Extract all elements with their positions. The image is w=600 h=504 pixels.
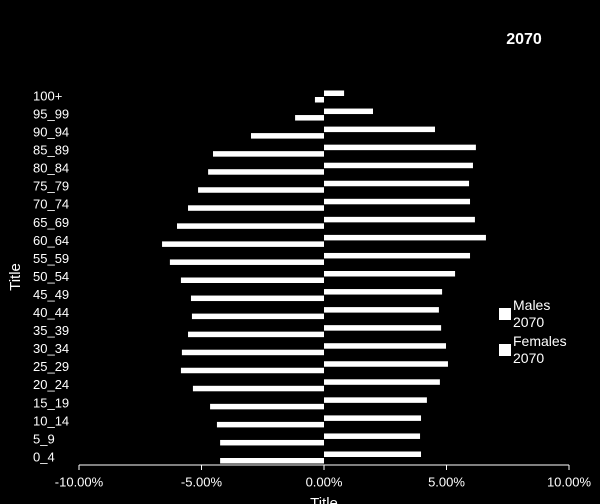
legend-item: Males 2070 (499, 296, 579, 332)
bar (208, 169, 324, 175)
bar (324, 397, 427, 403)
y-tick-label: 45_49 (33, 287, 69, 302)
legend-label: Males 2070 (513, 297, 551, 330)
bar (324, 252, 471, 259)
y-tick-label: 25_29 (33, 359, 69, 374)
bar (162, 241, 324, 247)
bar (213, 151, 324, 157)
y-tick-label: 50_54 (33, 269, 69, 284)
x-tick-label: -5.00% (181, 474, 223, 489)
bar (324, 451, 422, 457)
y-tick-label: 70_74 (33, 197, 69, 212)
bar (324, 379, 440, 385)
y-tick-label: 85_89 (33, 143, 69, 158)
bar (324, 325, 442, 331)
bar (324, 289, 443, 295)
bar (191, 313, 324, 320)
bar (324, 198, 471, 205)
bar (324, 234, 486, 241)
bar (220, 458, 324, 464)
bar (324, 361, 448, 367)
legend-label: Females 2070 (513, 333, 567, 366)
x-tick-label: 5.00% (428, 474, 465, 489)
y-tick-label: 5_9 (33, 431, 55, 446)
x-axis-label: Title (310, 495, 338, 504)
bar (180, 277, 324, 283)
y-tick-label: 90_94 (33, 125, 69, 140)
bar (324, 162, 473, 169)
bar (324, 271, 456, 277)
y-tick-label: 0_4 (33, 449, 55, 464)
y-tick-label: 35_39 (33, 323, 69, 338)
bar (216, 421, 324, 428)
bar (324, 216, 475, 223)
bar (181, 349, 324, 356)
y-tick-label: 60_64 (33, 233, 69, 248)
y-tick-label: 30_34 (33, 341, 69, 356)
y-tick-label: 75_79 (33, 179, 69, 194)
bar (220, 439, 324, 446)
x-tick-label: -10.00% (55, 474, 104, 489)
bar (169, 259, 324, 265)
bar (314, 97, 324, 103)
legend-swatch (499, 308, 511, 320)
y-tick-label: 55_59 (33, 251, 69, 266)
y-tick-label: 40_44 (33, 305, 69, 320)
y-axis-label: Title (7, 263, 24, 291)
bar (188, 205, 324, 211)
chart-title: 2070 (506, 31, 542, 48)
y-tick-label: 15_19 (33, 395, 69, 410)
bar (324, 180, 470, 187)
y-tick-label: 65_69 (33, 215, 69, 230)
bar (324, 108, 373, 115)
bar (295, 115, 324, 121)
y-tick-label: 10_14 (33, 413, 69, 428)
y-tick-label: 95_99 (33, 106, 69, 121)
bar (177, 223, 324, 229)
bar (188, 331, 324, 338)
bar (192, 385, 324, 392)
y-tick-label: 100+ (33, 88, 62, 103)
bar (324, 144, 476, 151)
bar (180, 367, 324, 374)
legend: Males 2070 Females 2070 (499, 296, 579, 368)
y-tick-label: 80_84 (33, 161, 69, 176)
y-tick-label: 20_24 (33, 377, 69, 392)
bar (324, 433, 421, 439)
bar (190, 295, 324, 302)
bar (324, 90, 345, 96)
bar (250, 133, 324, 139)
x-tick-label: 10.00% (547, 474, 592, 489)
bar (324, 343, 447, 349)
x-tick-label: 0.00% (306, 474, 343, 489)
bar (324, 415, 422, 421)
legend-swatch (499, 344, 511, 356)
bar (210, 403, 324, 410)
bar (198, 187, 324, 193)
bar (324, 126, 435, 133)
bar (324, 307, 439, 313)
legend-item: Females 2070 (499, 332, 579, 368)
